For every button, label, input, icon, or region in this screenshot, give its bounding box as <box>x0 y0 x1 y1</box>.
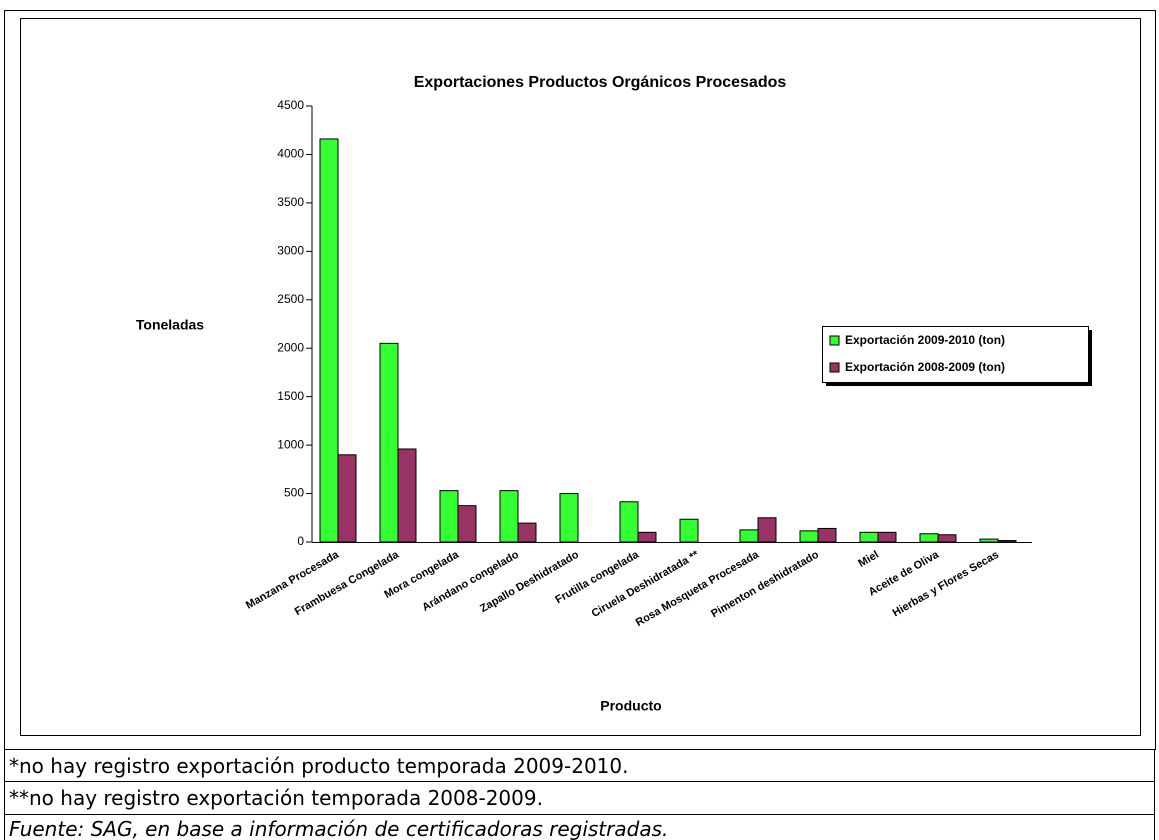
bar <box>439 490 459 543</box>
bar <box>919 533 939 543</box>
bar <box>499 490 519 543</box>
y-axis-label: Toneladas <box>136 317 204 333</box>
bar <box>637 531 657 543</box>
note: *no hay registro exportación producto te… <box>4 750 1155 782</box>
bar <box>337 454 357 543</box>
legend-label: Exportación 2009-2010 (ton) <box>845 333 1005 347</box>
bar <box>757 517 777 543</box>
y-tick-label: 2500 <box>277 292 304 306</box>
bar <box>817 527 837 543</box>
bar <box>559 493 579 543</box>
legend-label: Exportación 2008-2009 (ton) <box>845 360 1005 374</box>
bar <box>739 529 759 543</box>
bar <box>799 530 819 543</box>
legend-swatch <box>829 335 840 346</box>
y-tick-label: 2000 <box>277 340 304 354</box>
y-tick-label: 3000 <box>277 244 304 258</box>
bar <box>517 522 537 543</box>
bar <box>877 531 897 543</box>
bar <box>379 342 399 543</box>
y-tick-label: 4000 <box>277 147 304 161</box>
bar <box>679 518 699 543</box>
y-tick-label: 0 <box>297 534 304 548</box>
note: Fuente: SAG, en base a información de ce… <box>4 815 1155 840</box>
y-tick-label: 3500 <box>277 195 304 209</box>
bar <box>397 448 417 543</box>
bar <box>859 531 879 543</box>
y-tick-label: 1500 <box>277 389 304 403</box>
y-tick-label: 4500 <box>277 98 304 112</box>
y-tick-label: 500 <box>284 486 304 500</box>
bar <box>457 505 477 543</box>
legend <box>822 326 1089 383</box>
bar <box>979 538 999 543</box>
chart-title: Exportaciones Productos Orgánicos Proces… <box>414 74 787 91</box>
x-axis-label: Producto <box>600 698 661 714</box>
bar <box>937 534 957 543</box>
note: **no hay registro exportación temporada … <box>4 782 1155 815</box>
legend-swatch <box>829 362 840 373</box>
bar <box>997 540 1017 543</box>
y-tick-label: 1000 <box>277 437 304 451</box>
bar <box>319 138 339 543</box>
chart: Exportaciones Productos Orgánicos Proces… <box>4 10 1156 750</box>
bar <box>619 501 639 543</box>
